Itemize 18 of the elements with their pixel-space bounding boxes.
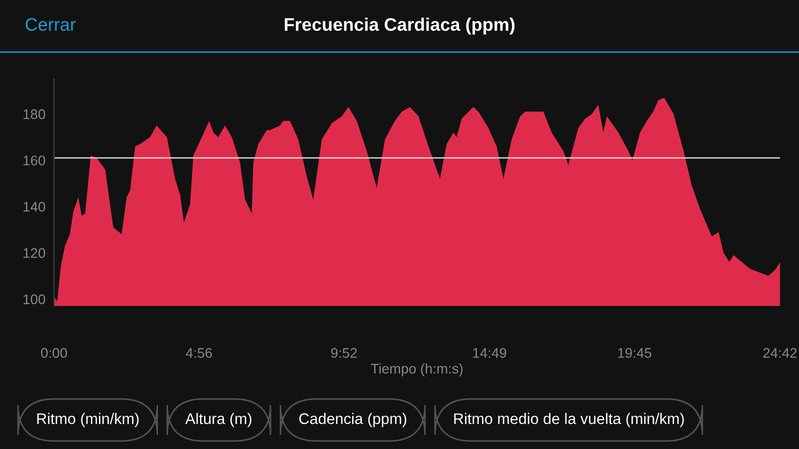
text: Altura (m) bbox=[185, 412, 252, 428]
text: Cerrar bbox=[26, 18, 76, 31]
y-tick-label: 160 bbox=[24, 156, 46, 166]
y-tick-label: 140 bbox=[24, 202, 46, 212]
x-tick-label: 19:45 bbox=[618, 348, 652, 358]
x-tick-label: 14:49 bbox=[473, 348, 506, 358]
x-axis-title: Tiempo (h:m:s) bbox=[370, 363, 463, 376]
x-tick-label: 24:42 bbox=[763, 348, 797, 358]
text: Ritmo (min/km) bbox=[37, 412, 139, 428]
x-tick-label: 4:56 bbox=[186, 348, 212, 358]
chart-title: Frecuencia Cardiaca (ppm) bbox=[284, 18, 515, 34]
x-tick-label: 9:52 bbox=[331, 348, 357, 358]
y-tick-label: 100 bbox=[24, 294, 46, 304]
text: Cadencia (ppm) bbox=[299, 412, 406, 428]
text: Ritmo medio de la vuelta (min/km) bbox=[454, 412, 684, 428]
y-tick-label: 120 bbox=[24, 248, 46, 258]
x-tick-label: 0:00 bbox=[41, 348, 67, 358]
y-tick-label: 180 bbox=[24, 109, 46, 120]
